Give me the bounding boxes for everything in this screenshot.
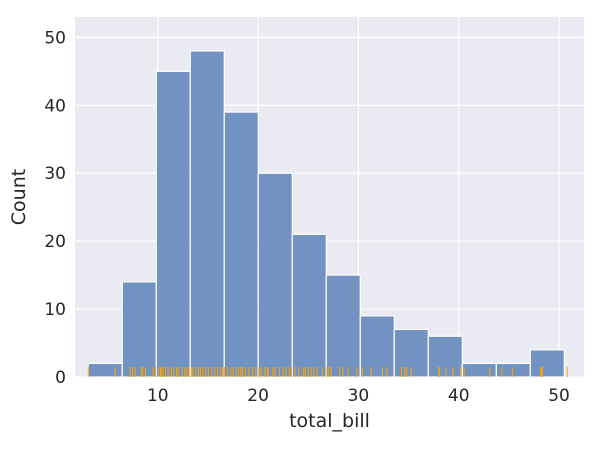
x-tick-labels: 10 20 30 40 50 [147,386,570,406]
y-tick-label: 10 [44,300,66,320]
y-tick-label: 20 [44,232,66,252]
histogram-bar [223,111,259,378]
histogram-bars [87,50,565,378]
y-tick-label: 40 [44,96,66,116]
x-tick-label: 40 [448,386,470,406]
x-tick-label: 10 [147,386,169,406]
x-tick-label: 30 [348,386,370,406]
histogram-bar [461,362,497,378]
y-tick-label: 30 [44,164,66,184]
x-tick-label: 20 [247,386,269,406]
histogram-bar [359,315,395,378]
y-axis-label: Count [8,169,30,225]
histogram-bar [189,50,225,378]
rug-marks [87,367,568,377]
histogram-bar [529,349,565,378]
histogram-bar [325,274,361,378]
y-tick-label: 0 [55,368,66,388]
histogram-bar [121,281,157,378]
histogram-bar [155,70,191,378]
histogram-bar [257,172,293,378]
y-tick-labels: 0 10 20 30 40 50 [44,28,66,388]
y-tick-label: 50 [44,28,66,48]
histogram-bar [291,233,327,378]
x-axis-label: total_bill [289,410,370,432]
histogram-bar [87,362,123,378]
x-tick-label: 50 [548,386,570,406]
histogram-bar [427,335,463,378]
